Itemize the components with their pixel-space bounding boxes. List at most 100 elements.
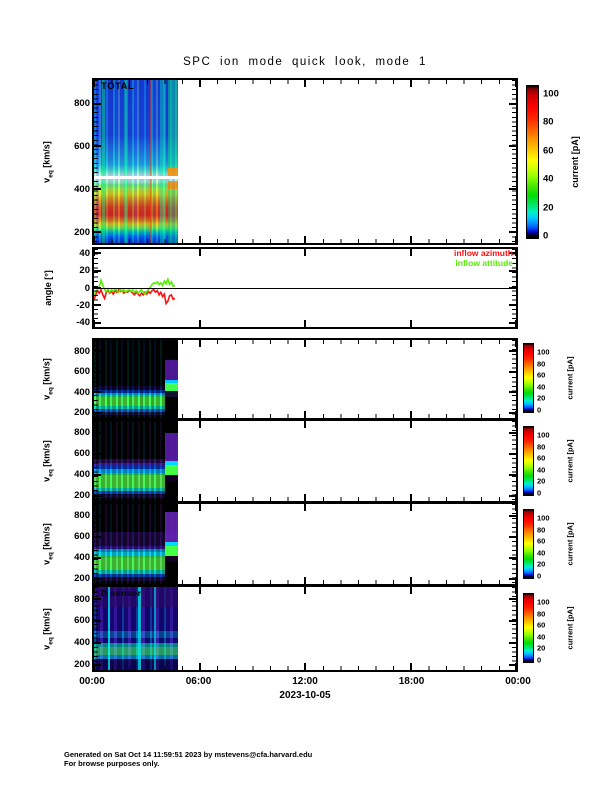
tick-mark (304, 80, 306, 87)
tick-mark (304, 236, 306, 243)
y-tick-label: -20 (76, 299, 90, 311)
tick-mark (93, 80, 95, 87)
tick-mark (94, 411, 101, 414)
tick-mark (93, 236, 95, 243)
tick-mark (94, 252, 101, 255)
colorbar-axis-label: current [pA] (565, 522, 575, 566)
tick-mark (515, 80, 517, 87)
tick-mark (93, 411, 95, 418)
y-tick-label: 600 (74, 615, 90, 627)
colorbar-tick-label: 0 (537, 655, 542, 665)
tick-mark (94, 431, 101, 434)
tick-mark (509, 269, 516, 272)
colorbar-tick-label: 20 (537, 393, 546, 403)
colorbar-tick-label: 0 (537, 405, 542, 415)
tick-mark (509, 145, 516, 148)
y-tick-label: 400 (74, 637, 90, 649)
sensor-c-spectrogram-data (94, 504, 178, 584)
footer: Generated on Sat Oct 14 11:59:51 2023 by… (64, 750, 312, 768)
tick-mark (304, 663, 306, 670)
tick-mark (304, 587, 306, 594)
tick-mark (198, 663, 201, 670)
sensor-a-spectrogram-data (94, 340, 178, 418)
tick-mark (509, 535, 516, 538)
tick-mark (93, 494, 95, 501)
colorbar-tick-label: 20 (537, 643, 546, 653)
sensor-c-end-column (165, 504, 178, 584)
tick-mark (515, 236, 517, 243)
tick-mark (94, 370, 101, 373)
colorbar-tick-label: 80 (537, 525, 546, 535)
tick-mark (93, 320, 95, 327)
colorbar-tick-label: 20 (537, 559, 546, 569)
tick-mark (94, 145, 101, 148)
tick-mark (198, 80, 201, 87)
tick-mark (94, 663, 101, 666)
tick-mark (409, 236, 412, 243)
tick-mark (94, 452, 101, 455)
y-tick-label: 400 (74, 183, 90, 195)
y-tick-label: 0 (84, 282, 90, 294)
tick-mark (198, 340, 201, 347)
colorbar-tick-label: 100 (537, 430, 550, 440)
tick-mark (509, 321, 516, 324)
tick-mark (198, 577, 201, 584)
colorbar-tick-label: 0 (537, 488, 542, 498)
tick-mark (515, 504, 517, 511)
tick-mark (198, 504, 201, 511)
colorbar-tick-label: 40 (543, 173, 554, 185)
tick-mark (409, 320, 412, 327)
colorbar-gradient (523, 509, 534, 579)
colorbar-tick-label: 40 (537, 548, 546, 558)
tick-mark (198, 236, 201, 243)
tick-mark (509, 556, 516, 559)
tick-mark (409, 663, 412, 670)
angle-series-inflow-attitude (94, 276, 176, 296)
colorbar-ticks: 0 20 40 60 80 100 (543, 85, 569, 242)
colorbar-axis-label: current [pA] (565, 439, 575, 483)
sensor-d-spectrogram-data (94, 587, 178, 670)
y-tick-label: 400 (74, 552, 90, 564)
tick-mark (93, 421, 95, 428)
total-label: TOTAL (101, 81, 135, 92)
tick-mark (509, 663, 516, 666)
sensor-a-end-column (165, 340, 178, 418)
tick-mark (509, 619, 516, 622)
tick-mark (94, 556, 101, 559)
tick-mark (515, 249, 517, 256)
x-axis-date-label: 2023-10-05 (279, 690, 331, 701)
x-tick-label: 18:00 (398, 676, 425, 687)
tick-mark (409, 587, 412, 594)
x-tick-label: 00:00 (79, 676, 105, 687)
x-tick-label: 06:00 (185, 676, 212, 687)
tick-mark (304, 249, 306, 256)
colorbar-axis-label: current [pA] (570, 136, 580, 188)
page-title: SPC ion mode quick look, mode 1 (183, 56, 427, 68)
tick-mark (509, 287, 516, 289)
y-tick-label: 200 (74, 226, 90, 238)
tick-mark (509, 102, 516, 105)
colorbar-tick-label: 80 (537, 609, 546, 619)
tick-mark (304, 504, 306, 511)
tick-mark (94, 535, 101, 538)
tick-mark (93, 504, 95, 511)
y-tick-label: 400 (74, 386, 90, 398)
y-tick-label: 800 (74, 98, 90, 110)
sensor-b-end-column (165, 421, 178, 501)
y-tick-label: 40 (79, 247, 90, 259)
tick-mark (94, 619, 101, 622)
sensor-d-label: D sensor (101, 588, 142, 598)
tick-mark (509, 370, 516, 373)
tick-mark (304, 494, 306, 501)
tick-mark (409, 249, 412, 256)
tick-mark (304, 320, 306, 327)
tick-mark (304, 411, 306, 418)
tick-mark (515, 411, 517, 418)
tick-mark (515, 494, 517, 501)
colorbar-ticks: 0 20 40 60 80 100 (537, 343, 561, 415)
tick-mark (93, 663, 95, 670)
tick-mark (515, 340, 517, 347)
colorbar-tick-label: 0 (543, 230, 549, 242)
tick-mark (94, 641, 101, 644)
y-tick-label: 200 (74, 573, 90, 585)
